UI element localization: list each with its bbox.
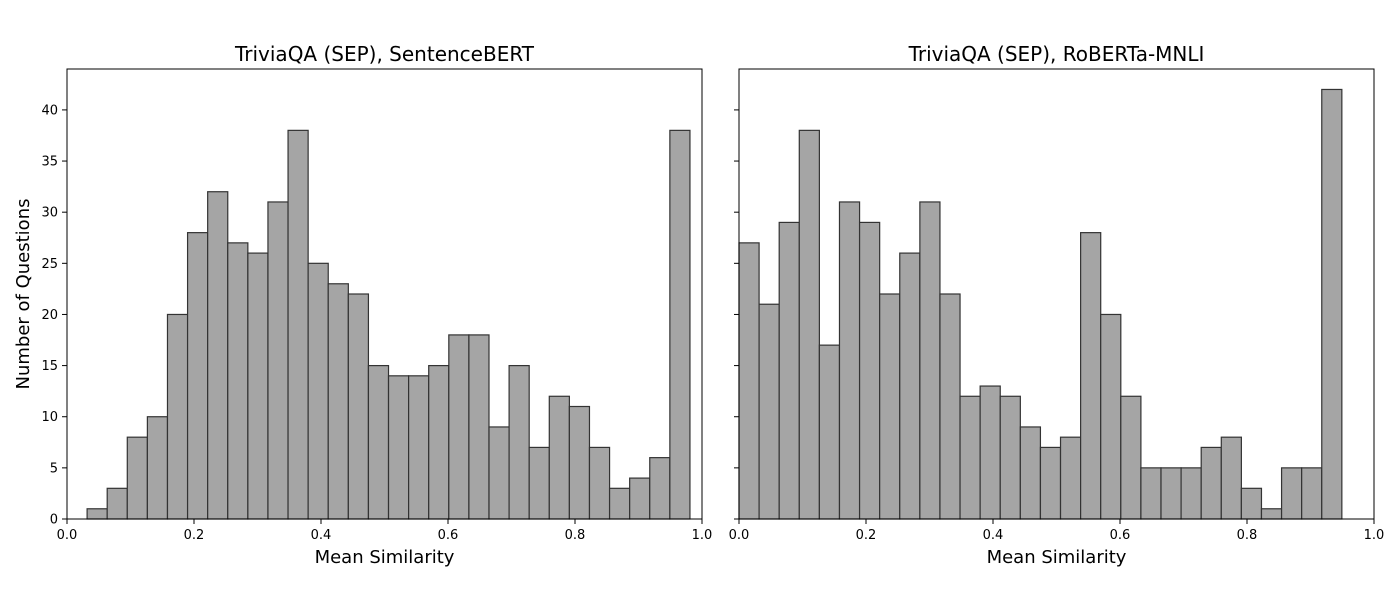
chart-title: TriviaQA (SEP), RoBERTa-MNLI xyxy=(908,42,1205,66)
x-tick-label: 1.0 xyxy=(692,528,713,543)
y-tick-label: 15 xyxy=(41,359,58,374)
histogram-bar xyxy=(798,129,820,520)
histogram-bar xyxy=(608,487,631,520)
histogram-bar xyxy=(999,395,1021,520)
y-tick-label: 5 xyxy=(50,461,58,476)
y-tick-label: 35 xyxy=(41,155,58,170)
histogram-bar xyxy=(227,242,249,520)
histogram-bar xyxy=(838,201,861,520)
y-ticks xyxy=(734,109,739,520)
histogram-bar xyxy=(508,364,530,520)
x-tick-label: 0.6 xyxy=(1110,528,1131,543)
histogram-bar xyxy=(1260,508,1283,520)
plot-frame xyxy=(66,68,703,520)
histogram-bar xyxy=(738,242,760,520)
histogram-bar xyxy=(1080,232,1102,520)
histogram-bar xyxy=(858,221,881,520)
histogram-bar xyxy=(1180,467,1202,520)
histogram-bar xyxy=(568,405,591,520)
histogram-bar xyxy=(207,191,229,520)
histogram-bar xyxy=(488,426,510,520)
histogram-sentencebert: TriviaQA (SEP), SentenceBERT 0.0 0.2 0.4 0.… xyxy=(41,42,712,568)
histogram-bar xyxy=(86,508,108,520)
histogram-bar xyxy=(899,252,921,520)
histogram-bar xyxy=(979,385,1001,520)
histogram-bar xyxy=(919,201,941,520)
histogram-bar xyxy=(448,334,470,520)
y-axis-label: Number of Questions xyxy=(13,199,34,390)
histogram-bar xyxy=(1140,467,1162,520)
histogram-bar xyxy=(387,375,410,520)
histogram-bar xyxy=(1301,467,1323,520)
histogram-bar xyxy=(778,221,800,520)
histogram-bar xyxy=(818,344,841,520)
x-tick-label: 0.8 xyxy=(565,528,586,543)
x-tick-label: 0.8 xyxy=(1237,528,1258,543)
histogram-bar xyxy=(649,457,671,520)
x-tick-label: 0.0 xyxy=(57,528,78,543)
histogram-bar xyxy=(1220,436,1242,520)
histogram-bar xyxy=(367,364,390,520)
x-axis-label: Mean Similarity xyxy=(987,547,1127,568)
y-ticks: 0 5 10 15 20 25 30 35 40 xyxy=(41,103,67,528)
histogram-bar xyxy=(408,375,430,520)
y-tick-label: 0 xyxy=(50,513,58,528)
histogram-bar xyxy=(468,334,490,520)
histogram-bar xyxy=(1321,88,1343,520)
histogram-bar xyxy=(428,364,450,520)
histogram-bar xyxy=(347,293,370,520)
histogram-bar xyxy=(327,283,349,520)
histogram-bar xyxy=(1160,467,1182,520)
histogram-bar xyxy=(1100,313,1122,520)
y-tick-label: 40 xyxy=(41,103,58,118)
histogram-bar xyxy=(1019,426,1042,520)
histogram-bar xyxy=(126,436,148,520)
x-tick-label: 0.2 xyxy=(184,528,205,543)
histogram-bar xyxy=(287,129,309,520)
y-tick-label: 30 xyxy=(41,206,58,221)
histogram-bar xyxy=(166,313,189,520)
bars xyxy=(738,88,1343,520)
x-tick-label: 0.4 xyxy=(311,528,332,543)
histogram-bar xyxy=(1059,436,1082,520)
histogram-bar xyxy=(1039,446,1062,520)
x-tick-label: 0.2 xyxy=(856,528,877,543)
y-tick-label: 10 xyxy=(41,410,58,425)
histogram-bar xyxy=(106,487,128,520)
y-tick-label: 25 xyxy=(41,257,58,272)
histogram-bar xyxy=(528,446,550,520)
x-tick-label: 0.0 xyxy=(729,528,750,543)
histogram-bar xyxy=(146,416,169,520)
histogram-bar xyxy=(1120,395,1142,520)
x-tick-label: 0.4 xyxy=(983,528,1004,543)
histogram-bar xyxy=(939,293,961,520)
chart-title: TriviaQA (SEP), SentenceBERT xyxy=(234,42,535,66)
histogram-bar xyxy=(1200,446,1222,520)
histogram-bar xyxy=(879,293,901,520)
histogram-bar xyxy=(629,477,651,520)
plot-frame xyxy=(738,68,1375,520)
histogram-bar xyxy=(548,395,570,520)
x-tick-label: 0.6 xyxy=(438,528,459,543)
histogram-bar xyxy=(758,303,780,520)
histogram-bar xyxy=(1280,467,1303,520)
histogram-bar xyxy=(247,252,269,520)
histogram-roberta-mnli: TriviaQA (SEP), RoBERTa-MNLI 0.0 0.2 0.4 0.… xyxy=(729,42,1385,568)
x-tick-label: 1.0 xyxy=(1364,528,1385,543)
histogram-bar xyxy=(588,446,611,520)
histogram-bar xyxy=(1240,487,1263,520)
y-tick-label: 20 xyxy=(41,308,58,323)
histogram-bar xyxy=(959,395,981,520)
bars xyxy=(86,129,691,520)
histogram-bar xyxy=(267,201,289,520)
histogram-bar xyxy=(669,129,691,520)
histogram-bar xyxy=(186,232,209,520)
x-axis-label: Mean Similarity xyxy=(315,547,455,568)
histogram-bar xyxy=(307,262,329,520)
x-ticks: 0.0 0.2 0.4 0.6 0.8 1.0 xyxy=(57,519,713,543)
x-ticks: 0.0 0.2 0.4 0.6 0.8 1.0 xyxy=(729,519,1385,543)
